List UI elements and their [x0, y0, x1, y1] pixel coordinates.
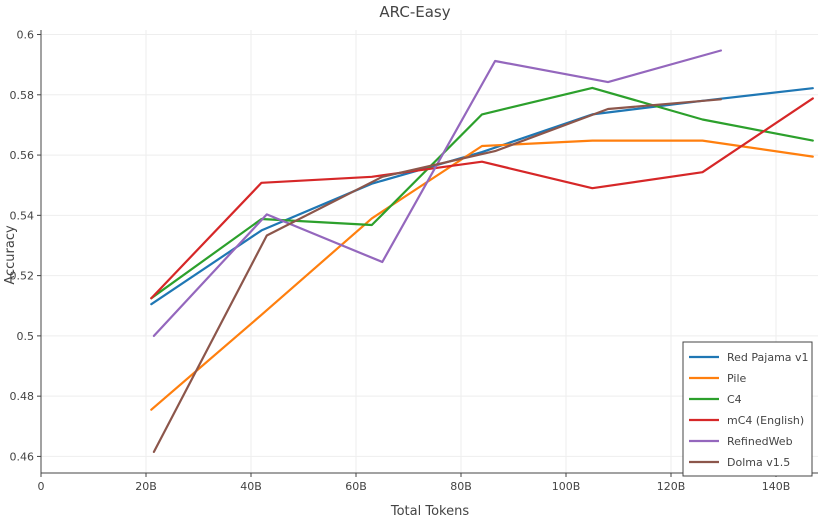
x-tick-label: 0 [38, 480, 45, 493]
y-tick-label: 0.54 [10, 209, 35, 222]
y-axis-title: Accuracy [3, 225, 18, 285]
x-tick-label: 20B [135, 480, 157, 493]
axes: 0.46 0.48 0.5 0.52 0.54 0.56 0.58 0.6 0 20B 40B 60B… [10, 29, 818, 493]
legend-label-refinedweb: RefinedWeb [727, 435, 793, 448]
series-line-dolma-v1-5 [152, 98, 723, 453]
x-tick-label: 120B [657, 480, 686, 493]
y-tick-label: 0.5 [17, 330, 35, 343]
y-tick-label: 0.52 [10, 270, 35, 283]
y-tick-label: 0.48 [10, 390, 35, 403]
legend-label-red-pajama-v1: Red Pajama v1 [727, 351, 809, 364]
series [150, 49, 814, 453]
series-line-refinedweb [152, 49, 723, 337]
x-tick-label: 100B [552, 480, 581, 493]
x-tick-label: 60B [345, 480, 367, 493]
x-tick-label: 80B [450, 480, 472, 493]
x-tick-label: 40B [240, 480, 262, 493]
series-line-pile [150, 139, 814, 411]
series-line-mc4-english [150, 97, 814, 300]
y-tick-label: 0.46 [10, 450, 35, 463]
legend: Red Pajama v1 Pile C4 mC4 (English) RefinedW… [682, 341, 813, 477]
y-tick-label: 0.56 [10, 149, 35, 162]
y-tick-label: 0.58 [10, 89, 35, 102]
x-tick-label: 140B [762, 480, 791, 493]
x-axis-title: Total Tokens [390, 504, 469, 519]
legend-label-c4: C4 [727, 393, 742, 406]
legend-label-pile: Pile [727, 372, 747, 385]
legend-box [682, 341, 813, 477]
grid [41, 30, 818, 473]
legend-label-dolma-v1-5: Dolma v1.5 [727, 456, 790, 469]
chart-title: ARC-Easy [379, 3, 450, 21]
legend-label-mc4-english: mC4 (English) [727, 414, 804, 427]
y-tick-label: 0.6 [17, 29, 35, 42]
